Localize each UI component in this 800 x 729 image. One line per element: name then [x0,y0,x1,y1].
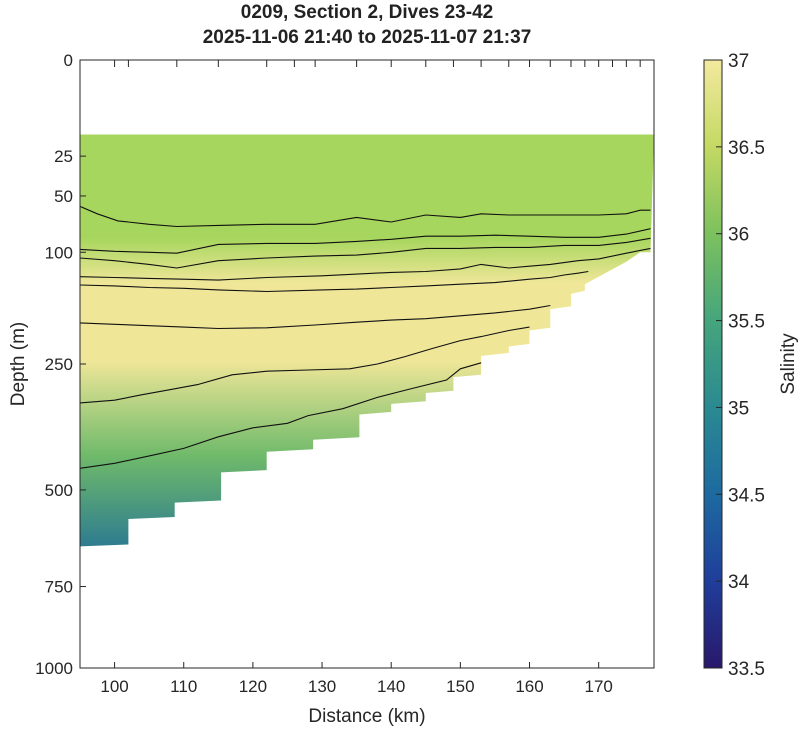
x-tick-label: 120 [239,677,267,696]
x-tick-label: 130 [308,677,336,696]
chart-title: 0209, Section 2, Dives 23-42 [240,2,494,23]
dive-location-ticks [79,60,641,67]
colorbar-ticks: 33.5 34 34.5 35 35.5 36 36.5 37 [716,51,765,680]
colorbar-tick-label: 36.5 [728,138,765,159]
x-tick-label: 150 [446,677,474,696]
y-tick-label: 250 [45,355,73,374]
contour-line [80,362,482,469]
y-tick-label: 50 [54,187,73,206]
x-tick-label: 140 [377,677,405,696]
colorbar-tick-label: 37 [728,51,749,72]
contour-line [80,247,651,281]
contour-line [80,304,551,330]
contour-line [80,326,530,404]
y-tick-label: 500 [45,481,73,500]
colorbar: 33.5 34 34.5 35 35.5 36 36.5 37 Salinity [703,51,799,680]
x-axis-label: Distance (km) [308,706,425,727]
colorbar-tick-label: 34 [728,572,750,593]
contour-line [80,228,651,254]
colorbar-scale [703,59,723,669]
x-tick-label: 170 [584,677,612,696]
colorbar-label: Salinity [778,333,799,395]
contour-line [80,237,651,269]
y-tick-label: 100 [45,243,73,262]
y-axis: 0 25 50 100 250 500 750 1000 [35,51,86,678]
salinity-field [80,134,654,547]
colorbar-tick-label: 35 [728,398,749,419]
plot-area [80,134,654,547]
colorbar-tick-label: 36 [728,225,749,246]
x-axis: 100 110 120 130 140 150 160 170 [100,662,613,696]
y-tick-label: 25 [54,147,73,166]
y-axis-label: Depth (m) [8,322,29,406]
colorbar-tick-label: 35.5 [728,312,765,333]
contour-line [80,205,651,228]
x-tick-label: 100 [100,677,128,696]
x-tick-label: 160 [515,677,543,696]
y-tick-label: 0 [64,51,73,70]
y-tick-label: 750 [45,578,73,597]
y-tick-label: 1000 [35,659,73,678]
colorbar-tick-label: 34.5 [728,485,765,506]
contour-line [80,270,589,293]
colorbar-tick-label: 33.5 [728,659,765,680]
x-tick-label: 110 [170,677,197,696]
chart-subtitle: 2025-11-06 21:40 to 2025-11-07 21:37 [202,27,532,48]
contour-lines [80,205,651,469]
